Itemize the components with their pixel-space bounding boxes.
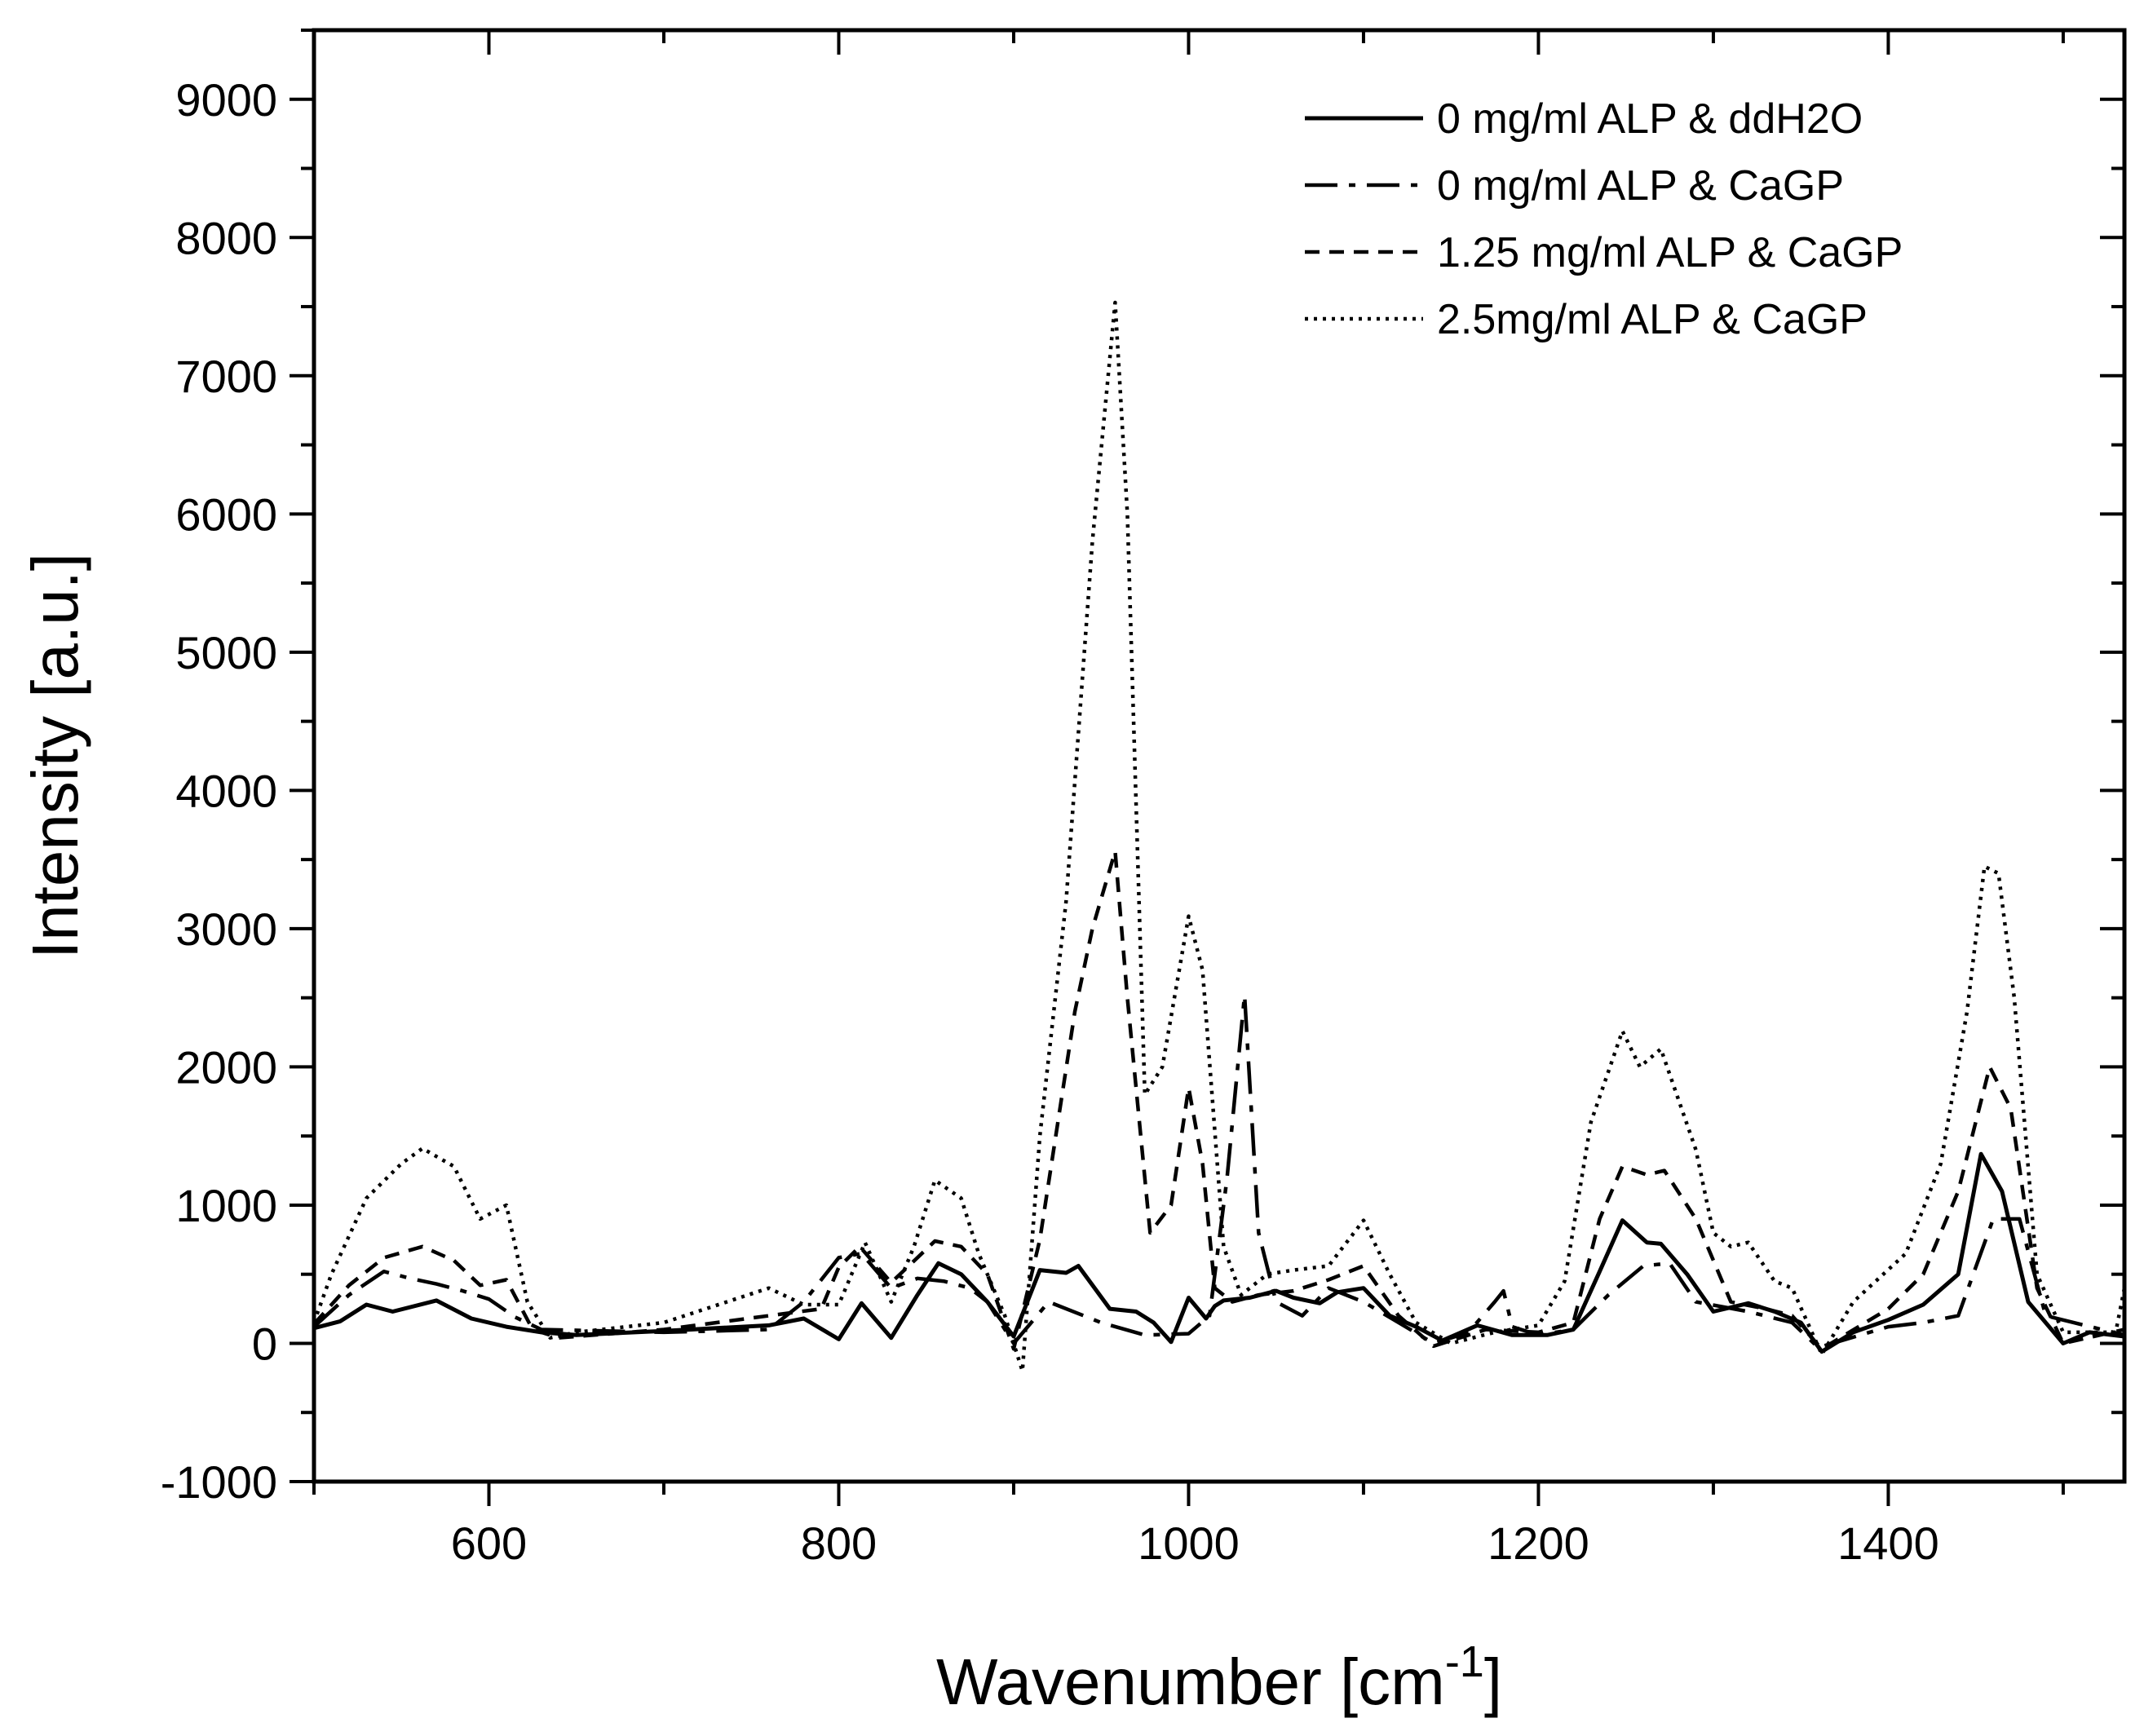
y-tick-label: 7000	[175, 351, 277, 402]
x-axis-ticks: 600 800 1000 1200 1400	[312, 30, 2065, 1569]
y-tick-label: 6000	[175, 488, 277, 540]
series-line-3	[312, 849, 2125, 1351]
x-axis-title-superscript: -1	[1445, 1637, 1484, 1686]
x-axis-title: Wavenumber [cm-1]	[936, 1637, 1502, 1718]
x-tick-label: 800	[801, 1517, 877, 1569]
legend-label-1: 0 mg/ml ALP & ddH2O	[1437, 95, 1863, 143]
plot-frame	[312, 28, 2127, 1484]
y-tick-label: 5000	[175, 627, 277, 678]
y-tick-label: 2000	[175, 1041, 277, 1093]
x-tick-label: 600	[451, 1517, 527, 1569]
series-layer	[312, 300, 2127, 1373]
series-line-4	[312, 300, 2127, 1373]
legend-label-4: 2.5mg/ml ALP & CaGP	[1437, 296, 1868, 343]
y-tick-label: 4000	[175, 765, 277, 816]
y-axis-ticks: -1000 0 1000 2000 3000 4000 5000 6000 7000 8000 90…	[161, 29, 2124, 1508]
x-axis-title-text: Wavenumber [cm	[936, 1645, 1445, 1718]
y-axis-title: Intensity [a.u.]	[19, 553, 91, 959]
y-tick-label: -1000	[161, 1456, 277, 1508]
y-tick-label: 0	[252, 1318, 277, 1369]
legend-label-3: 1.25 mg/ml ALP & CaGP	[1437, 229, 1903, 276]
y-tick-label: 3000	[175, 903, 277, 955]
x-axis-title-closing: ]	[1484, 1645, 1502, 1718]
x-tick-label: 1200	[1488, 1517, 1589, 1569]
y-tick-label: 8000	[175, 212, 277, 263]
x-tick-label: 1400	[1837, 1517, 1939, 1569]
y-tick-label: 9000	[175, 74, 277, 126]
legend: 0 mg/ml ALP & ddH2O 0 mg/ml ALP & CaGP 1.2…	[1305, 95, 1903, 343]
x-tick-label: 1000	[1138, 1517, 1240, 1569]
y-tick-label: 1000	[175, 1180, 277, 1231]
legend-label-2: 0 mg/ml ALP & CaGP	[1437, 162, 1844, 210]
